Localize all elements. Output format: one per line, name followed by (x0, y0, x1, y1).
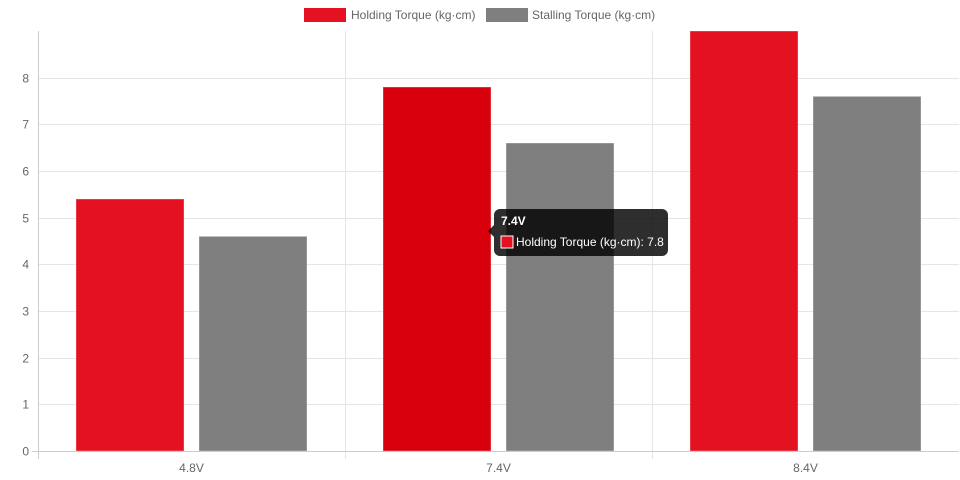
bar-stalling-8.4V[interactable] (812, 95, 922, 452)
y-tick-label: 1 (22, 398, 29, 412)
x-tick-label: 4.8V (179, 461, 204, 475)
tooltip-box: 7.4V Holding Torque (kg·cm): 7.8 (488, 209, 668, 256)
y-tick-label: 5 (22, 212, 29, 226)
legend[interactable]: Holding Torque (kg·cm) Stalling Torque (k… (304, 8, 655, 22)
y-tick-label: 8 (22, 72, 29, 86)
y-tick-label: 2 (22, 352, 29, 366)
legend-swatch (486, 8, 528, 22)
y-tick-label: 3 (22, 305, 29, 319)
legend-label: Stalling Torque (kg·cm) (532, 8, 655, 22)
bar-holding-4.8V[interactable] (75, 198, 185, 452)
y-tick-label: 4 (22, 258, 29, 272)
x-tick-label: 8.4V (793, 461, 818, 475)
bar-holding-8.4V[interactable] (689, 30, 799, 452)
legend-swatch (304, 8, 346, 22)
x-tick-label: 7.4V (486, 461, 511, 475)
bar-stalling-7.4V[interactable] (505, 142, 615, 452)
y-tick-label: 6 (22, 165, 29, 179)
tooltip-label: Holding Torque (kg·cm): 7.8 (516, 235, 664, 249)
bar-holding-7.4V[interactable] (382, 86, 492, 452)
bar-stalling-4.8V[interactable] (198, 235, 308, 452)
tick-labels: 0 1 2 3 4 5 6 7 8 4.8V 7.4V 8.4V (22, 72, 818, 476)
axes (32, 31, 959, 459)
tooltip-swatch (500, 235, 514, 249)
y-tick-label: 7 (22, 118, 29, 132)
legend-item-stalling[interactable]: Stalling Torque (kg·cm) (486, 8, 655, 22)
tooltip: 7.4V Holding Torque (kg·cm): 7.8 (488, 209, 668, 256)
tooltip-caret (488, 225, 494, 237)
legend-item-holding[interactable]: Holding Torque (kg·cm) (304, 8, 476, 22)
y-tick-label: 0 (22, 445, 29, 459)
tooltip-title: 7.4V (501, 214, 526, 228)
tooltip-background (494, 209, 668, 256)
legend-label: Holding Torque (kg·cm) (351, 8, 476, 22)
